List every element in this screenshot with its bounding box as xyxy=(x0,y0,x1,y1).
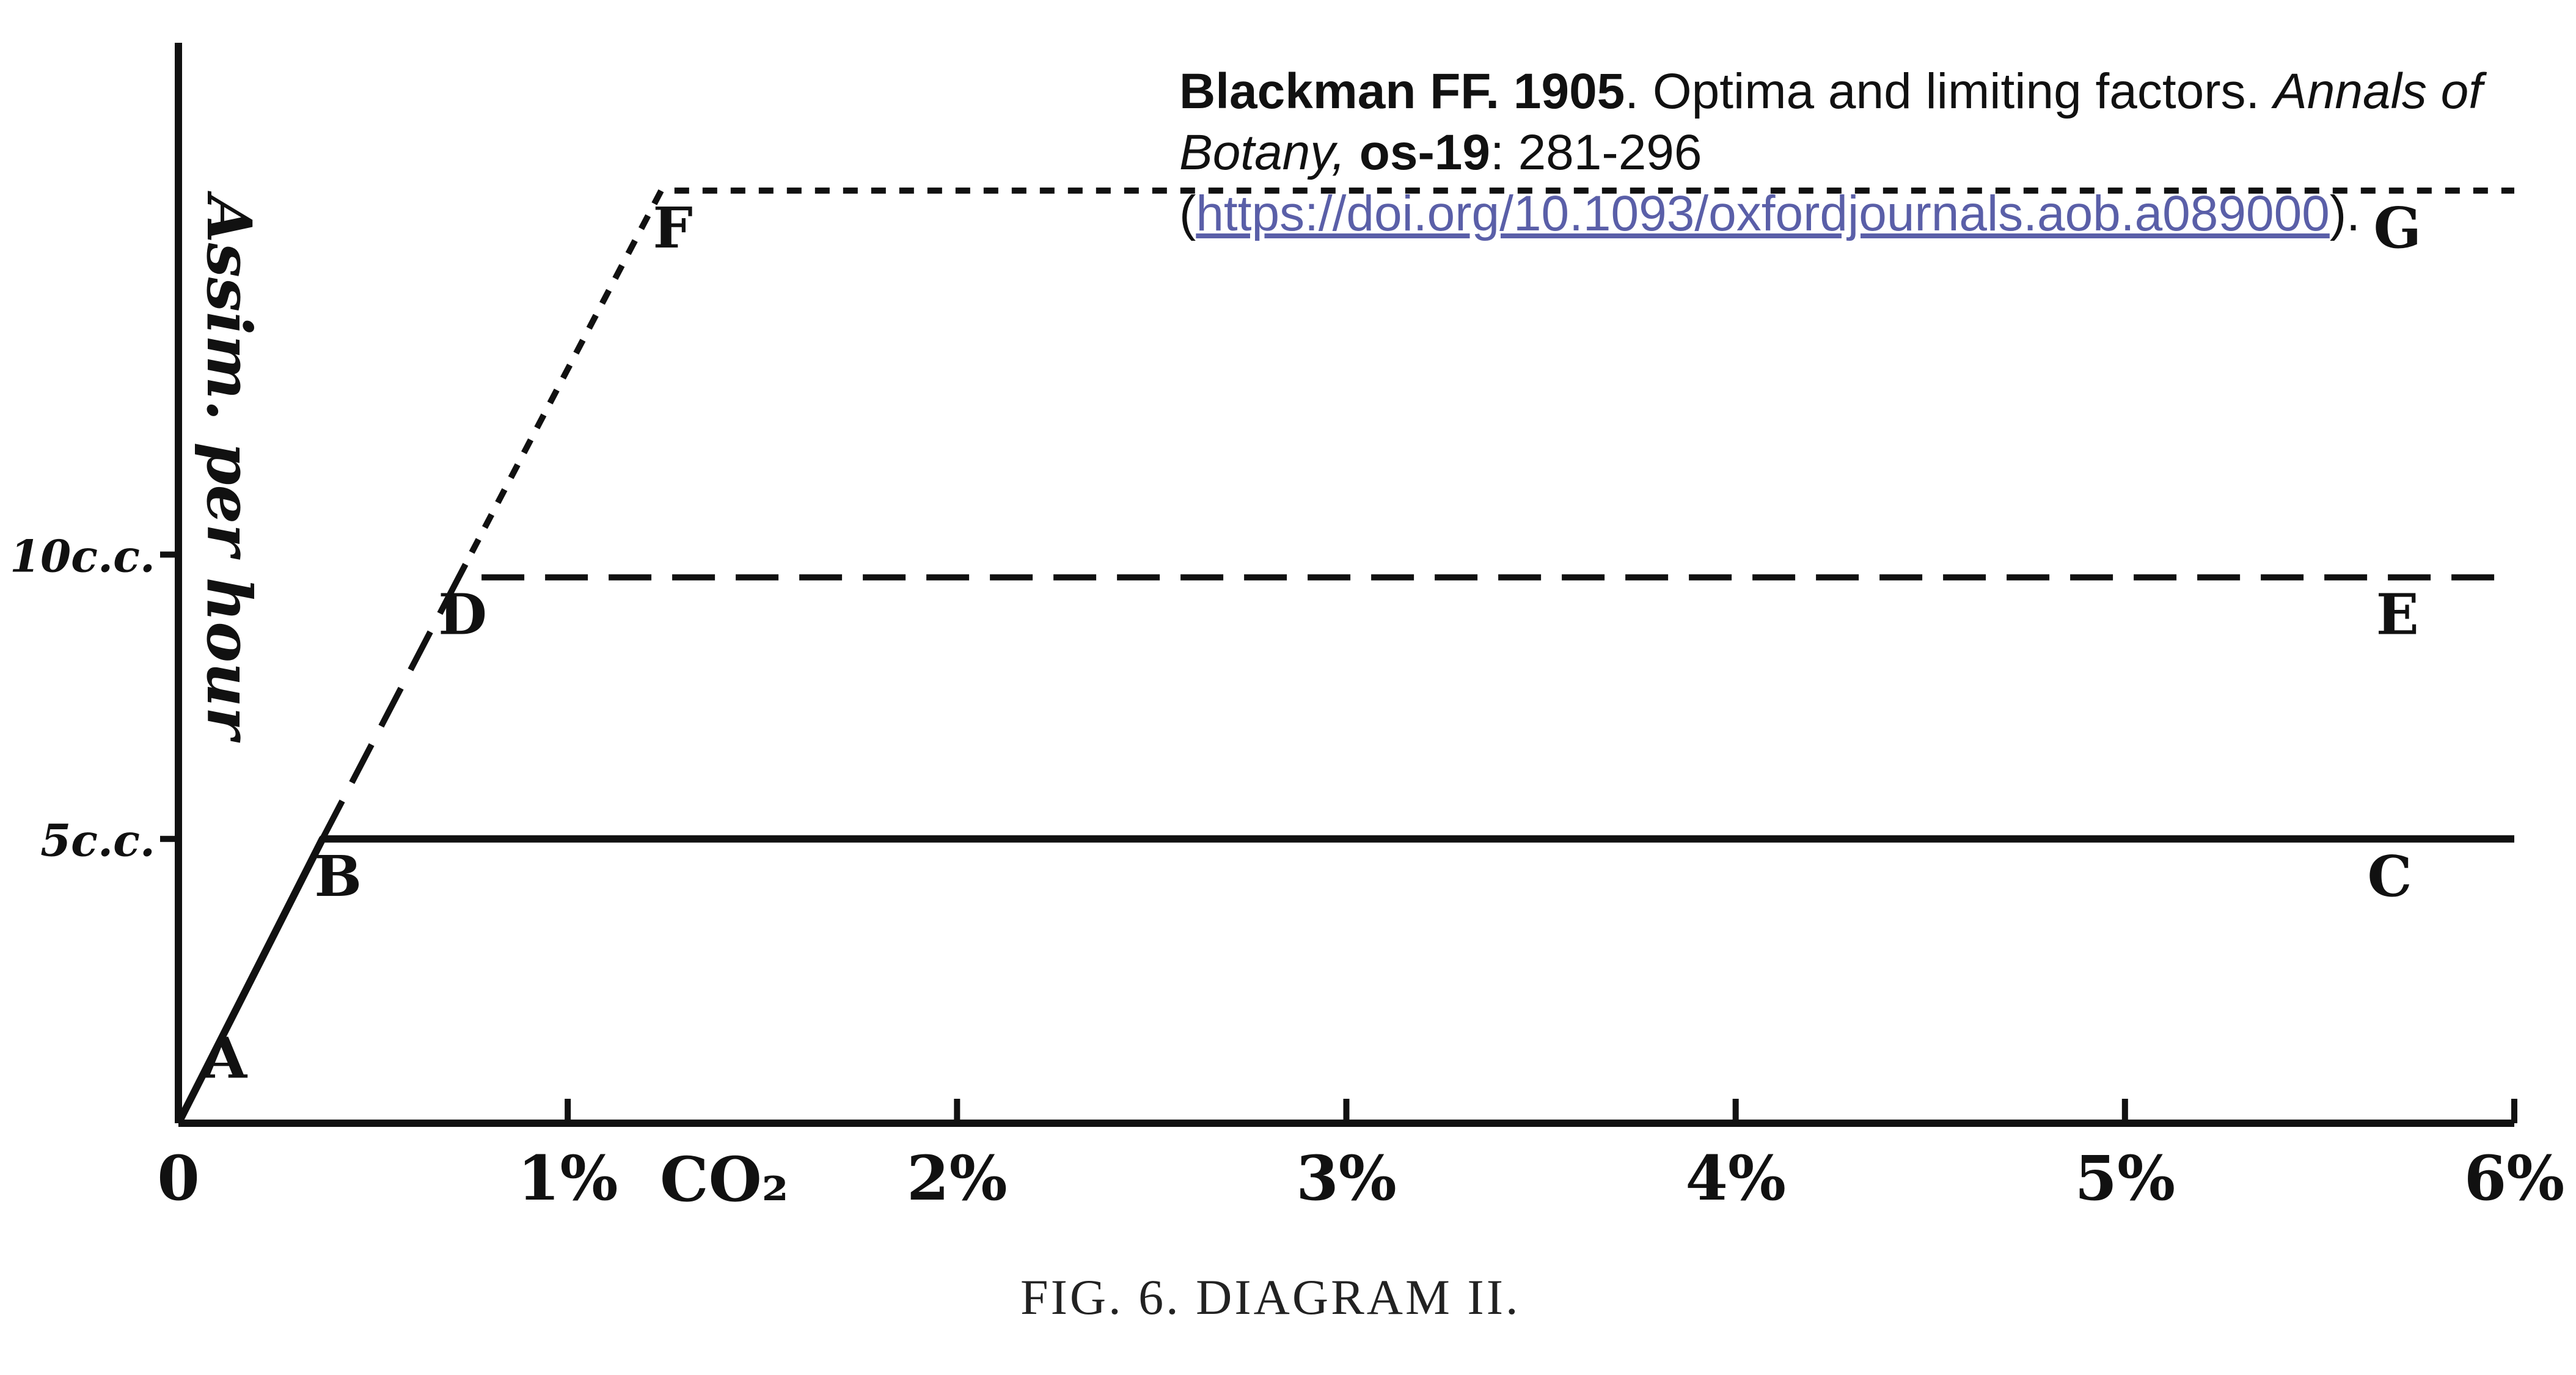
point-labels: A B C D E F G xyxy=(203,195,2421,1091)
citation: Blackman FF. 1905. Optima and limiting f… xyxy=(1179,61,2523,244)
citation-close-paren: ). xyxy=(2329,186,2360,241)
x-tick-label: 4% xyxy=(1685,1142,1786,1214)
x-tick-label: 3% xyxy=(1296,1142,1397,1214)
citation-volume: os-19 xyxy=(1359,125,1491,180)
y-axis-label: Assim. per hour xyxy=(193,191,265,743)
x-tick-label: 5% xyxy=(2075,1142,2176,1214)
y-tick-label: 10c.c. xyxy=(10,530,155,582)
point-label-b: B xyxy=(314,843,362,909)
figure-caption: FIG. 6. DIAGRAM II. xyxy=(1020,1269,1521,1325)
citation-title: . Optima and limiting factors. xyxy=(1625,64,2274,119)
citation-author-year: Blackman FF. 1905 xyxy=(1179,64,1625,119)
doi-link[interactable]: https://doi.org/10.1093/oxfordjournals.a… xyxy=(1196,186,2330,241)
x-tick-label: 1% xyxy=(518,1142,618,1214)
citation-pages: : 281-296 xyxy=(1490,125,1702,180)
x-tick-label: 6% xyxy=(2464,1142,2565,1214)
y-ticks: 5c.c. 10c.c. xyxy=(10,530,178,867)
citation-journal: Annals of Botany, xyxy=(1179,64,2483,180)
point-label-e: E xyxy=(2376,582,2419,648)
point-label-g: G xyxy=(2374,195,2422,261)
x-axis-label: CO₂ xyxy=(660,1143,789,1216)
point-label-f: F xyxy=(653,195,693,261)
series-line-dotted xyxy=(456,187,2514,579)
point-label-a: A xyxy=(203,1025,248,1091)
x-ticks: 0 1% 2% 3% 4% 5% 6% xyxy=(157,1099,2564,1214)
series-line-solid xyxy=(175,835,2514,1125)
y-tick-label: 5c.c. xyxy=(40,815,155,867)
series-line-dashed xyxy=(320,574,2514,841)
point-label-d: D xyxy=(438,582,487,648)
citation-open-paren: ( xyxy=(1179,186,1196,241)
point-label-c: C xyxy=(2367,843,2412,909)
x-tick-label: 2% xyxy=(907,1142,1008,1214)
x-tick-label: 0 xyxy=(157,1142,200,1214)
series-group xyxy=(175,187,2514,1125)
